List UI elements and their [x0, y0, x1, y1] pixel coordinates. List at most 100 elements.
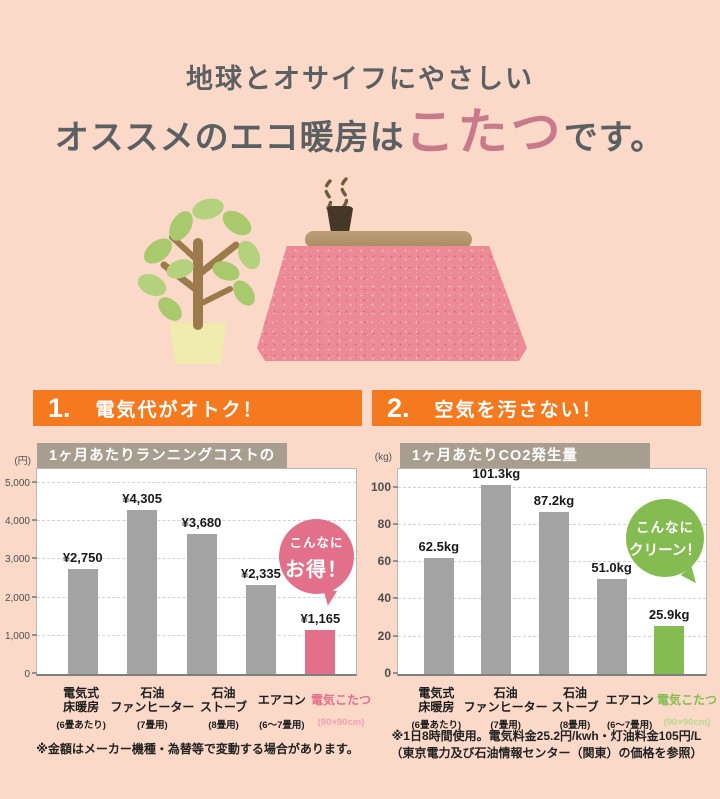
section-co2: 2. 空気を汚さない！ 1ヶ月あたりCO2発生量 こんなに クリーン！ 0 20 4…	[371, 390, 717, 799]
category-label-main: 電気式 床暖房	[418, 685, 455, 714]
category-label: 電気こたつ (90×90cm)	[311, 685, 371, 731]
bar	[67, 569, 98, 674]
bars-row: ¥2,750 ¥4,305 ¥3,680 ¥2,335 ¥1,165	[37, 469, 356, 674]
section-heading: 電気代がオトク！	[95, 399, 264, 421]
y-axis-tick-mark	[32, 595, 37, 598]
category-label: エアコン (6〜7畳用)	[602, 685, 657, 732]
y-axis-tick-mark	[32, 519, 37, 522]
gridline	[37, 520, 356, 522]
footnote: ※金額はメーカー機種・為替等で変動する場合があります。	[36, 742, 359, 756]
category-label-main: 石油 ストーブ	[551, 685, 599, 714]
y-axis-tick-label: 1,000	[4, 630, 30, 642]
category-label-sub: (6畳あたり)	[411, 720, 462, 731]
badge-text: こんなに	[289, 535, 344, 550]
category-label: エアコン (6〜7畳用)	[253, 685, 311, 732]
category-label-sub: (7畳用)	[490, 720, 521, 731]
co2-chart: 1ヶ月あたりCO2発生量 こんなに クリーン！ 0 20 40 60 80 100 (kg)…	[371, 443, 717, 743]
y-axis-tick-mark	[32, 672, 37, 674]
title-highlight: こたつ	[404, 104, 564, 160]
bar-value-label: 87.2kg	[533, 492, 575, 508]
badge-text: クリーン！	[629, 543, 701, 559]
category-label-sub: (90×90cm)	[317, 717, 365, 728]
y-axis-tick-mark	[393, 485, 398, 488]
category-label-sub: (7畳用)	[137, 720, 168, 731]
gridline	[398, 486, 706, 488]
category-label-main: 電気式 床暖房	[63, 685, 100, 714]
section-1-banner: 1. 電気代がオトク！	[33, 390, 362, 426]
teapot-icon	[326, 206, 354, 233]
category-label: 石油 ストーブ (8畳用)	[194, 685, 252, 732]
y-axis-tick-mark	[393, 560, 398, 563]
category-label: 電気こたつ (90×90cm)	[657, 685, 717, 731]
y-axis-tick-mark	[32, 633, 37, 636]
steam-icon	[324, 177, 349, 209]
bar	[127, 509, 158, 674]
bar-value-label: ¥2,335	[241, 565, 281, 581]
bar-slot: 62.5kg	[410, 469, 468, 674]
bar-slot: ¥4,305	[112, 469, 171, 674]
category-label-sub: (8畳用)	[559, 720, 591, 731]
section-running-cost: 1. 電気代がオトク！ 1ヶ月あたりランニングコストの比較 こんなに お得！ 0…	[5, 390, 371, 799]
page-subtitle: 地球とオサイフにやさしい	[186, 64, 534, 94]
y-axis-tick-label: 0	[384, 666, 391, 680]
y-axis-tick-mark	[393, 522, 398, 525]
footnote: ※1日8時間使用。電気料金25.2円/kwh・灯油料金105円/L （東京電力及び…	[390, 729, 703, 760]
badge-text: お得！	[285, 558, 348, 581]
running-cost-plot-area: こんなに お得！ 0 1,000 2,000 3,000 4,000 5,000 (円) ¥2…	[5, 456, 357, 680]
bar-slot: 87.2kg	[525, 469, 583, 674]
y-axis-tick-label: 40	[377, 591, 391, 606]
bar-slot: ¥2,750	[53, 469, 112, 674]
y-axis-unit-label: (kg)	[374, 452, 392, 463]
chart-title: 1ヶ月あたりCO2発生量	[400, 443, 650, 470]
bar	[481, 485, 512, 674]
x-axis-labels: 電気式 床暖房 (6畳あたり) 石油 ファンヒーター (7畳用) 石油 ストーブ (8畳用) エア…	[36, 685, 377, 732]
category-label-sub: (6〜7畳用)	[606, 720, 653, 731]
category-label-main: エアコン	[605, 692, 654, 707]
bar-slot: 25.9kg	[640, 469, 698, 674]
y-axis-tick-label: 2,000	[4, 592, 30, 604]
badge-text: こんなに	[636, 520, 694, 535]
bar-value-label: 51.0kg	[591, 559, 632, 575]
bar-value-label: ¥1,165	[300, 610, 341, 626]
page-title: オススメのエコ暖房はこたつです。	[0, 106, 720, 171]
kotatsu-table-top	[305, 231, 472, 248]
bar-slot: ¥1,165	[291, 469, 350, 674]
category-label-main: エアコン	[257, 692, 306, 707]
title-prefix: オススメのエコ暖房は	[54, 120, 405, 157]
category-label-sub: (90×90cm)	[663, 717, 711, 728]
section-2-banner: 2. 空気を汚さない！	[372, 390, 701, 426]
category-label-sub: (6畳あたり)	[56, 720, 106, 731]
bar-value-label: ¥2,750	[62, 550, 103, 566]
bar-value-label: 62.5kg	[418, 538, 460, 554]
title-suffix: です。	[563, 120, 666, 157]
potted-plant-illustration	[138, 198, 260, 364]
y-axis-tick-label: 20	[377, 628, 391, 643]
co2-plot-area: こんなに クリーン！ 0 20 40 60 80 100 (kg) 62.5kg 101.3kg…	[371, 452, 707, 680]
bar-slot: 101.3kg	[468, 466, 526, 674]
bar	[538, 511, 569, 674]
category-label-main: 石油 ファンヒーター	[110, 685, 195, 714]
y-axis-tick-label: 100	[370, 479, 391, 494]
category-label-main: 石油 ファンヒーター	[463, 685, 548, 714]
y-axis-tick-mark	[32, 557, 37, 560]
kotatsu-bar	[654, 625, 685, 674]
running-cost-chart: 1ヶ月あたりランニングコストの比較 こんなに お得！ 0 1,000 2,000 3,…	[5, 443, 371, 743]
page-header: 地球とオサイフにやさしい オススメのエコ暖房はこたつです。	[0, 62, 720, 171]
bar-value-label: ¥4,305	[122, 490, 162, 506]
speech-bubble-tail	[320, 589, 337, 607]
kotatsu-bar	[305, 629, 336, 674]
section-number: 1.	[48, 392, 71, 423]
y-axis-tick-label: 3,000	[4, 554, 30, 566]
category-label-sub: (6〜7畳用)	[259, 720, 305, 731]
bar	[186, 533, 217, 674]
bar-slot: ¥3,680	[172, 469, 231, 674]
x-axis-labels: 電気式 床暖房 (6畳あたり) 石油 ファンヒーター (7畳用) 石油 ストーブ (8畳用) エア…	[397, 685, 720, 732]
clean-badge: こんなに クリーン！	[626, 499, 704, 588]
bars-row: 62.5kg 101.3kg 87.2kg 51.0kg 25.9kg	[398, 466, 706, 674]
category-label-main: 電気こたつ	[656, 692, 717, 707]
savings-badge: こんなに お得！	[279, 519, 354, 607]
bar	[245, 584, 276, 674]
leaf-icons	[138, 198, 260, 321]
y-axis-tick-mark	[393, 597, 398, 600]
